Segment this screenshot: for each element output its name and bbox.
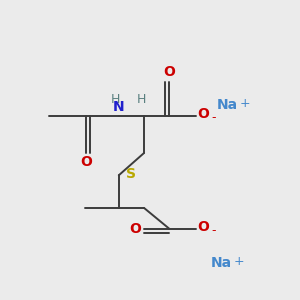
- Text: -: -: [211, 111, 216, 124]
- Text: S: S: [126, 167, 136, 181]
- Text: -: -: [211, 224, 216, 237]
- Text: H: H: [136, 93, 146, 106]
- Text: Na: Na: [217, 98, 238, 112]
- Text: N: N: [113, 100, 124, 114]
- Text: O: O: [164, 65, 175, 79]
- Text: O: O: [80, 155, 92, 169]
- Text: Na: Na: [211, 256, 232, 270]
- Text: O: O: [129, 222, 141, 236]
- Text: +: +: [240, 98, 250, 110]
- Text: O: O: [198, 107, 209, 121]
- Text: O: O: [198, 220, 209, 234]
- Text: H: H: [111, 93, 121, 106]
- Text: +: +: [234, 255, 244, 268]
